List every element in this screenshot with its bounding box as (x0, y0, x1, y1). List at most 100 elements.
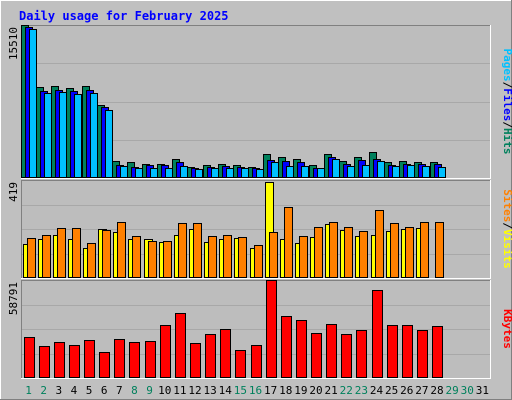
bar-sites-day-6 (102, 230, 111, 278)
bar-kbytes-day-15 (235, 350, 246, 378)
bar-kbytes-day-21 (326, 324, 337, 378)
day-label-23: 23 (355, 384, 368, 397)
day-label-20: 20 (309, 384, 322, 397)
ymax-label-visits-sites: 419 (7, 182, 20, 202)
bar-pages-day-19 (301, 166, 309, 178)
bar-pages-day-7 (120, 166, 128, 178)
bar-sites-day-26 (405, 227, 414, 278)
day-label-30: 30 (461, 384, 474, 397)
bar-pages-day-6 (105, 110, 113, 178)
bar-kbytes-day-25 (387, 325, 398, 378)
bar-kbytes-day-27 (417, 330, 428, 378)
series-label-kbytes: KBytes (501, 309, 512, 349)
bar-sites-day-25 (390, 223, 399, 278)
panel-kbytes: 58791 KBytes (7, 280, 512, 379)
bar-kbytes-day-6 (99, 352, 110, 378)
bar-pages-day-24 (377, 161, 385, 178)
bar-sites-day-24 (375, 210, 384, 278)
bar-pages-day-3 (59, 92, 67, 178)
bar-sites-day-11 (178, 223, 187, 278)
bar-pages-day-22 (347, 166, 355, 178)
bar-pages-day-9 (150, 168, 158, 178)
bar-kbytes-day-14 (220, 329, 231, 378)
bar-kbytes-day-9 (145, 341, 156, 378)
bar-kbytes-day-1 (24, 337, 35, 378)
day-label-11: 11 (173, 384, 186, 397)
day-label-19: 19 (294, 384, 307, 397)
bar-sites-day-22 (344, 227, 353, 278)
day-label-18: 18 (279, 384, 292, 397)
bar-pages-day-5 (90, 93, 98, 178)
bar-pages-day-4 (74, 94, 82, 178)
day-labels: 1 2 3 4 5 6 7 8 9 10 11 12 13 14 15 16 17 18 19 20 21 22 23 24 2… (25, 384, 489, 397)
series-label-part: Visits (501, 229, 512, 269)
bar-pages-day-14 (226, 168, 234, 178)
bar-pages-day-2 (44, 93, 52, 178)
day-label-14: 14 (219, 384, 233, 397)
bar-kbytes-day-22 (341, 334, 352, 378)
bar-kbytes-day-7 (114, 339, 125, 378)
bar-kbytes-day-3 (54, 342, 65, 378)
bar-sites-day-7 (117, 222, 126, 278)
bar-pages-day-16 (256, 169, 264, 178)
series-label-part: / (501, 121, 512, 128)
day-label-1: 1 (25, 384, 32, 397)
day-label-7: 7 (116, 384, 123, 397)
series-label-hits-files-pages: Pages/Files/Hits (501, 49, 512, 155)
day-label-27: 27 (415, 384, 428, 397)
bar-sites-day-12 (193, 223, 202, 278)
bar-pages-day-11 (180, 166, 188, 178)
bar-pages-day-26 (407, 165, 415, 178)
day-label-2: 2 (40, 384, 47, 397)
bar-kbytes-day-4 (69, 345, 80, 378)
day-label-29: 29 (446, 384, 459, 397)
bar-sites-day-1 (27, 238, 36, 278)
ymax-label-kbytes: 58791 (7, 282, 20, 315)
bar-kbytes-day-24 (372, 290, 383, 378)
bar-sites-day-23 (359, 231, 368, 278)
bar-sites-day-19 (299, 236, 308, 278)
bar-sites-day-21 (329, 222, 338, 278)
bar-kbytes-day-28 (432, 326, 443, 378)
bar-kbytes-day-17 (266, 280, 277, 378)
bar-pages-day-27 (422, 166, 430, 178)
bar-kbytes-day-5 (84, 340, 95, 378)
bar-sites-day-2 (42, 235, 51, 278)
bar-kbytes-day-23 (356, 330, 367, 378)
bar-pages-day-8 (135, 168, 143, 178)
bar-sites-day-18 (284, 207, 293, 278)
bar-pages-day-25 (392, 166, 400, 178)
bar-sites-day-20 (314, 227, 323, 278)
series-label-part: Hits (501, 128, 512, 155)
series-label-part: Pages (501, 49, 512, 82)
bar-sites-day-16 (254, 245, 263, 278)
day-label-22: 22 (340, 384, 353, 397)
bar-sites-day-8 (132, 236, 141, 278)
day-label-26: 26 (400, 384, 413, 397)
bar-pages-day-17 (271, 162, 279, 178)
bar-pages-day-10 (165, 168, 173, 178)
bar-sites-day-13 (208, 236, 217, 278)
bar-kbytes-day-20 (311, 333, 322, 378)
day-label-17: 17 (264, 384, 277, 397)
day-label-15: 15 (234, 384, 247, 397)
bar-sites-day-4 (72, 228, 81, 278)
day-label-5: 5 (86, 384, 93, 397)
bar-sites-day-15 (238, 237, 247, 278)
bar-kbytes-day-2 (39, 346, 50, 378)
bar-sites-day-5 (87, 243, 96, 278)
series-label-visits-sites: Sites/Visits (501, 189, 512, 269)
series-label-part: Sites (501, 189, 512, 222)
ymax-label-hits-files-pages: 15510 (7, 27, 20, 60)
bar-pages-day-12 (195, 169, 203, 178)
bar-pages-day-1 (29, 29, 37, 178)
bar-pages-day-15 (241, 168, 249, 178)
bar-kbytes-day-10 (160, 325, 171, 378)
bar-sites-day-10 (163, 241, 172, 278)
series-label-part: / (501, 222, 512, 229)
bar-kbytes-day-8 (129, 342, 140, 378)
bar-sites-day-3 (57, 228, 66, 278)
